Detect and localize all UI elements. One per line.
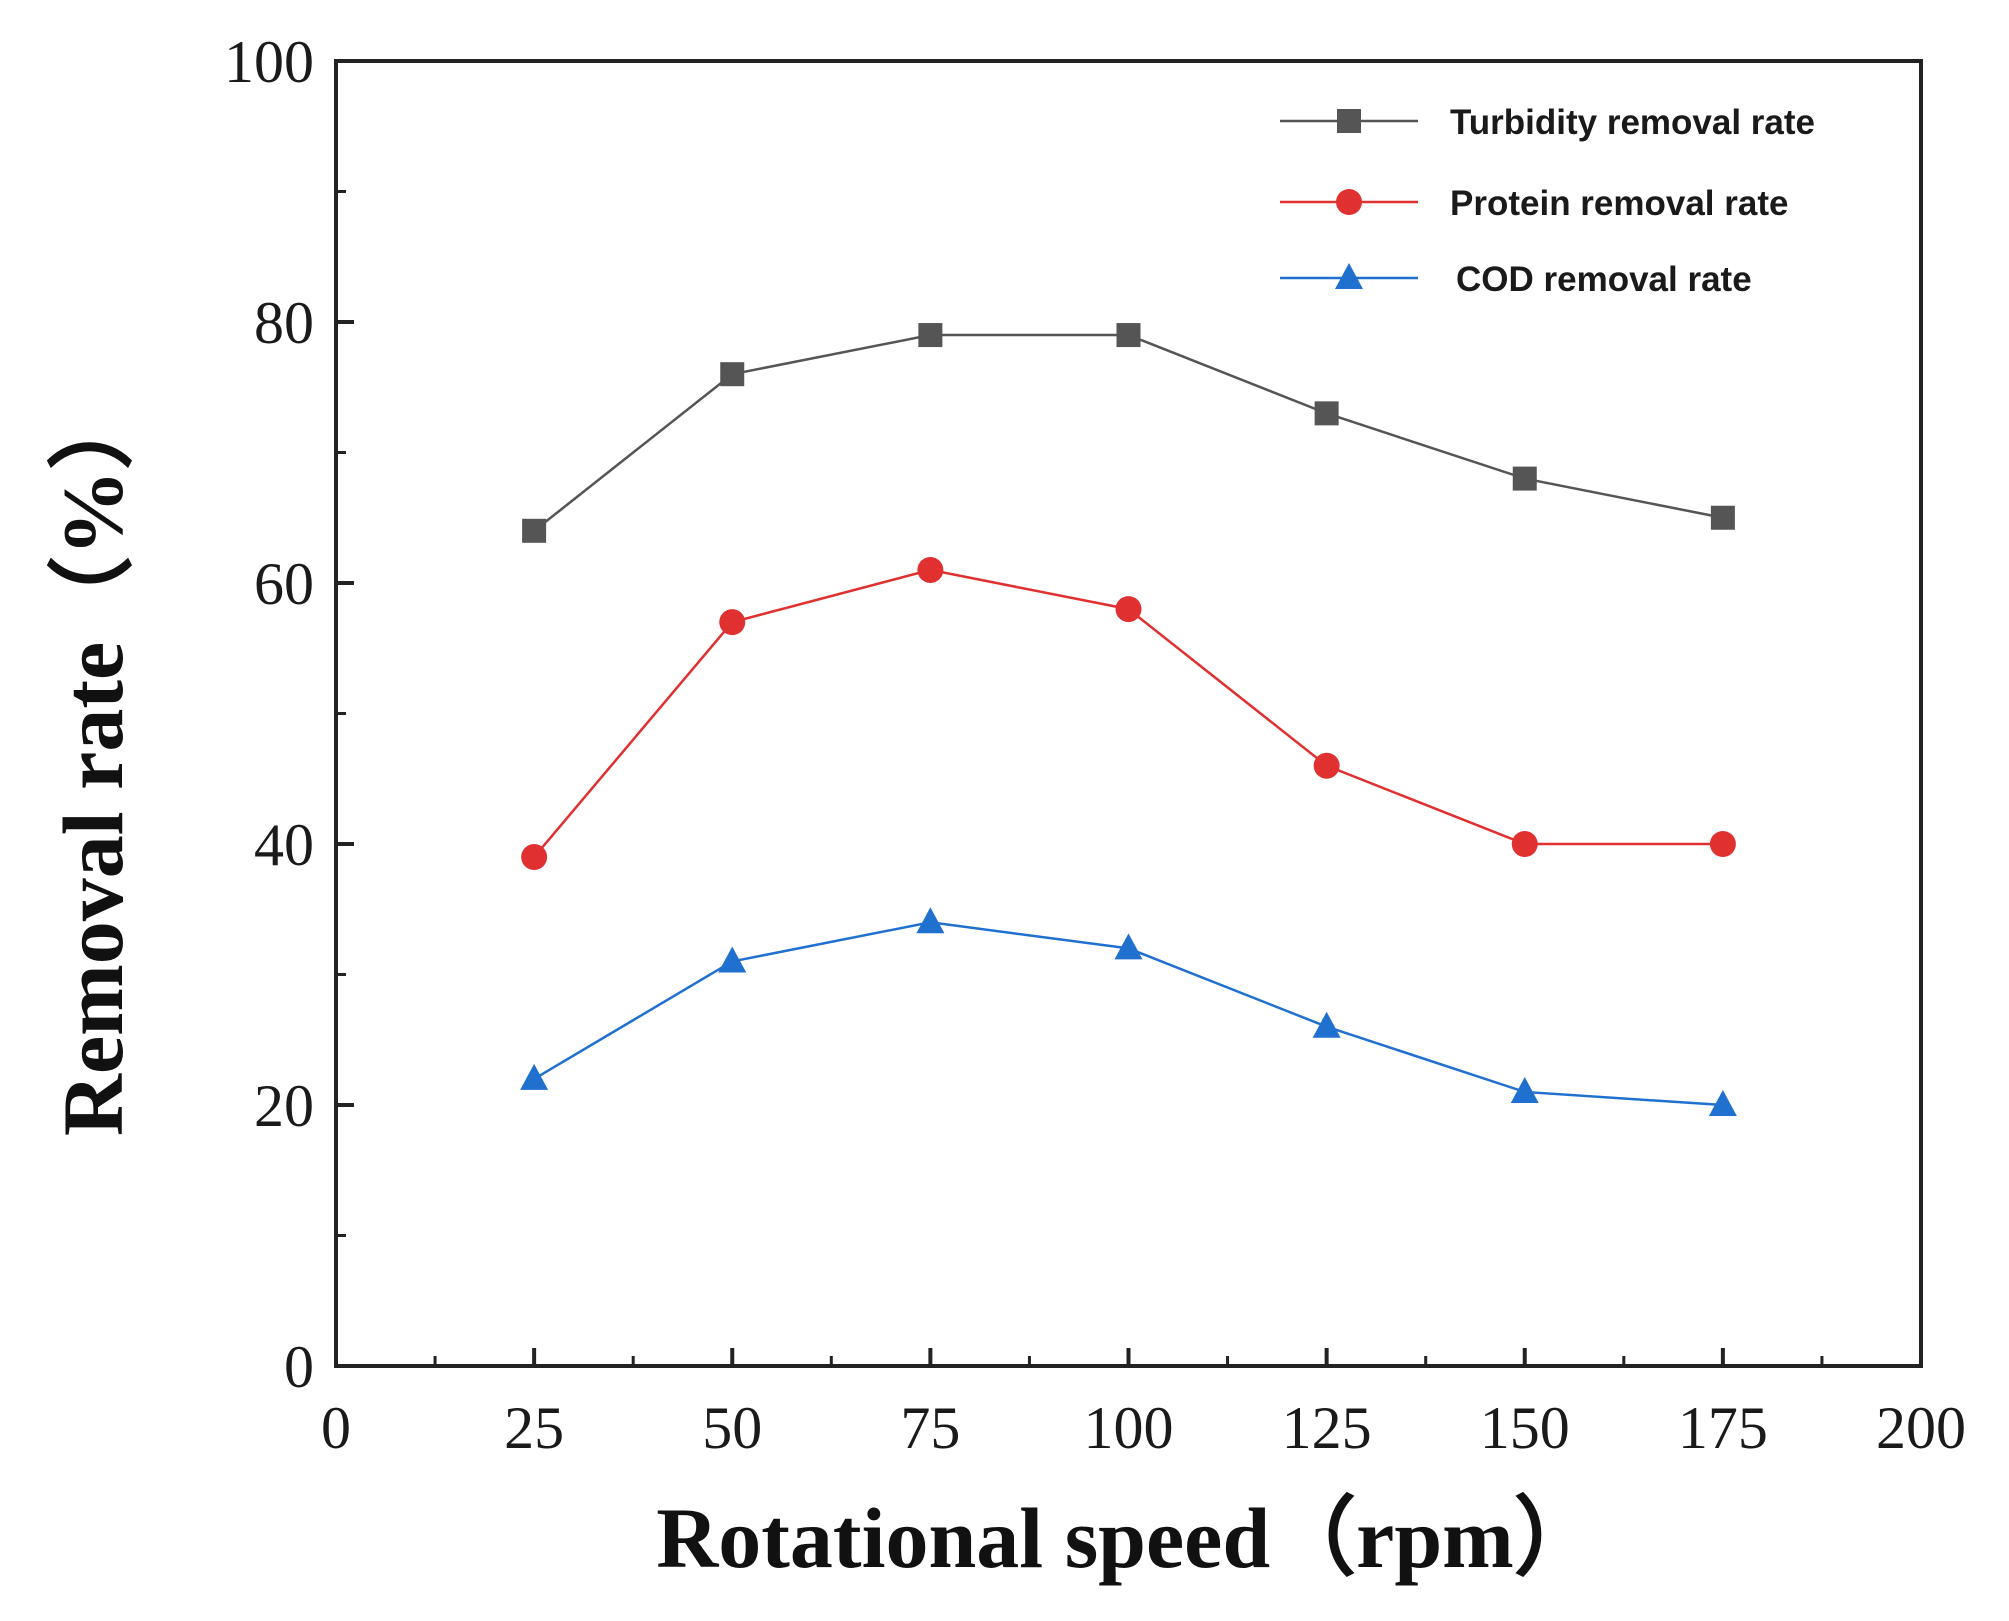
data-point bbox=[916, 907, 945, 934]
legend-label: COD removal rate bbox=[1456, 260, 1752, 299]
data-point bbox=[720, 362, 745, 387]
data-point bbox=[1511, 831, 1538, 857]
legend-label: Turbidity removal rate bbox=[1450, 103, 1815, 142]
legend-marker bbox=[1335, 263, 1363, 289]
x-tick-label: 200 bbox=[1876, 1395, 1966, 1461]
series-layer bbox=[520, 323, 1737, 1116]
data-point bbox=[1313, 752, 1340, 779]
data-point bbox=[1709, 831, 1736, 857]
series-line bbox=[533, 333, 1724, 532]
data-point bbox=[1510, 1076, 1539, 1103]
y-tick-label: 60 bbox=[254, 551, 314, 617]
data-point bbox=[719, 609, 746, 636]
x-tick-label: 100 bbox=[1084, 1395, 1174, 1461]
x-tick-label: 50 bbox=[702, 1395, 762, 1461]
x-tick-label: 125 bbox=[1282, 1395, 1372, 1461]
data-point bbox=[1314, 401, 1339, 426]
labels-layer: Rotational speed（rpm） Removal rate（%） bbox=[45, 384, 1600, 1586]
y-tick-label: 80 bbox=[254, 290, 314, 356]
x-tick-label: 25 bbox=[504, 1395, 564, 1461]
legend-item: Turbidity removal rate bbox=[1280, 103, 1815, 142]
data-point bbox=[918, 323, 943, 348]
y-tick-label: 0 bbox=[284, 1334, 314, 1400]
series-circle bbox=[521, 556, 1736, 871]
data-point bbox=[522, 518, 547, 543]
y-tick-label: 40 bbox=[254, 812, 314, 878]
ticks-layer: 0 25 50 75 100 125 150 175 200 0 20 40 60 80 100 bbox=[224, 29, 1966, 1461]
legend: Turbidity removal rate Protein removal ra… bbox=[1280, 103, 1815, 299]
x-tick-label: 175 bbox=[1678, 1395, 1768, 1461]
data-point bbox=[718, 946, 747, 973]
legend-marker bbox=[1336, 189, 1362, 215]
data-point bbox=[1116, 323, 1141, 348]
data-point bbox=[1710, 505, 1735, 530]
y-tick-label: 100 bbox=[224, 29, 314, 95]
series-triangle bbox=[520, 907, 1737, 1116]
data-point bbox=[520, 1063, 549, 1090]
data-point bbox=[1312, 1011, 1341, 1038]
data-point bbox=[521, 844, 548, 871]
x-tick-label: 150 bbox=[1480, 1395, 1570, 1461]
x-tick-label: 0 bbox=[321, 1395, 351, 1461]
plot-frame bbox=[334, 59, 1923, 1368]
data-point bbox=[1708, 1090, 1737, 1116]
y-tick-label: 20 bbox=[254, 1073, 314, 1139]
legend-label: Protein removal rate bbox=[1450, 184, 1788, 223]
data-point bbox=[1114, 933, 1143, 960]
data-point bbox=[1115, 596, 1142, 623]
legend-item: Protein removal rate bbox=[1280, 184, 1788, 223]
data-point bbox=[1512, 466, 1537, 491]
series-square bbox=[522, 323, 1735, 543]
axes-layer bbox=[334, 59, 1923, 1368]
x-tick-label: 75 bbox=[900, 1395, 960, 1461]
y-axis-title: Removal rate（%） bbox=[45, 384, 141, 1136]
legend-item: COD removal rate bbox=[1280, 260, 1752, 299]
x-axis-title: Rotational speed（rpm） bbox=[656, 1490, 1600, 1586]
data-point bbox=[917, 556, 944, 583]
legend-marker bbox=[1337, 109, 1361, 133]
